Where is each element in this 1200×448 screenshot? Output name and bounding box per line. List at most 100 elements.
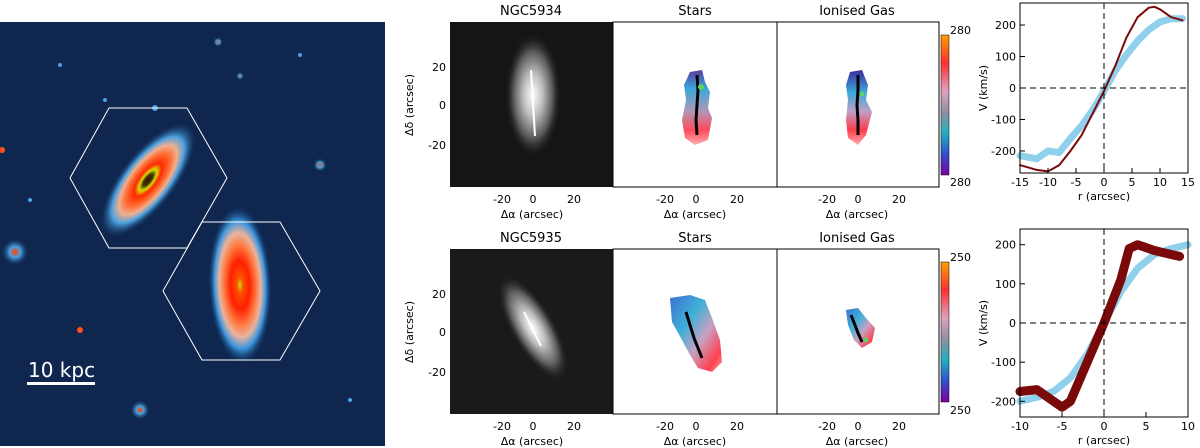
colorbar-1-bottom-label: 280: [950, 176, 971, 189]
series-0-point: [1069, 377, 1072, 379]
series-1-point: [1069, 150, 1072, 152]
gas-kinematic-axis-1: [855, 75, 860, 135]
series-0-point: [1159, 21, 1161, 23]
panel-title-stars-2: Stars: [678, 231, 712, 246]
xtick-row1-p1-20: 20: [567, 193, 581, 206]
ytick-row2-20: 20: [432, 288, 446, 301]
series-1-point: [1036, 388, 1038, 391]
ytick-label: 200: [995, 19, 1016, 32]
series-0-point: [1114, 69, 1116, 72]
series-1-point: [1170, 253, 1172, 256]
series-1-point: [1170, 16, 1172, 19]
ytick-label: 200: [995, 239, 1016, 252]
series-1-point: [1136, 16, 1139, 19]
ytick-label: -100: [991, 356, 1016, 369]
panel-title-ngc5934: NGC5934: [500, 4, 562, 19]
series-1-line: [1015, 240, 1185, 412]
series-1-point: [1128, 247, 1130, 250]
ytick-row2-0: 0: [439, 326, 446, 339]
hexagon-ngc5935: [162, 221, 321, 361]
panel-title-gas-2: Ionised Gas: [819, 231, 895, 246]
xaxis-label: r (arcsec): [1078, 434, 1130, 447]
series-1-point: [1086, 361, 1088, 364]
xtick-row2-p2-neg20: -20: [656, 420, 674, 433]
scale-bar: [27, 382, 95, 385]
xtick-label: 5: [1143, 420, 1150, 433]
yaxis-label: V (km/s): [977, 65, 990, 111]
colorbar-2-bottom-label: 250: [950, 404, 971, 417]
xtick-row2-p3-0: 0: [855, 420, 862, 433]
ytick-label: 100: [995, 51, 1016, 64]
series-1-point: [1153, 249, 1156, 252]
series-1-point: [1052, 400, 1055, 403]
xtick-label: 0: [1101, 420, 1108, 433]
xaxis-label-row1-p3: Δα (arcsec): [826, 208, 888, 221]
series-0-point: [1136, 267, 1139, 270]
ytick-label: -200: [991, 145, 1016, 158]
xtick-row1-p2-neg20: -20: [656, 193, 674, 206]
series-0-point: [1069, 137, 1072, 140]
series-0-point: [1047, 150, 1049, 152]
xtick-row2-p3-neg20: -20: [818, 420, 836, 433]
yaxis-label-row1: Δδ (arcsec): [403, 74, 416, 136]
yaxis-label-row2: Δδ (arcsec): [403, 301, 416, 363]
series-1-point: [1136, 243, 1139, 246]
series-0-point: [1170, 247, 1172, 250]
xtick-row2-p2-0: 0: [693, 420, 700, 433]
stars-velocity-map-2: [670, 295, 722, 372]
xaxis-label: r (arcsec): [1078, 190, 1130, 203]
xtick-label: -5: [1057, 420, 1068, 433]
galaxy-pair-image: 10 kpc: [0, 22, 385, 446]
series-1-point: [1080, 134, 1083, 136]
ytick-row1-neg20: -20: [428, 139, 446, 152]
stars-kinematic-axis-1: [694, 74, 700, 136]
ytick-label: 0: [1009, 317, 1016, 330]
series-1-point: [1058, 164, 1060, 166]
series-1-point: [1181, 19, 1184, 22]
row-ngc5934: NGC5934 Stars Ionised Gas 280 280 Δδ (ar…: [403, 4, 971, 221]
xaxis-label-row1-p1: Δα (arcsec): [501, 208, 563, 221]
series-1-point: [1120, 279, 1122, 281]
ytick-row2-neg20: -20: [428, 366, 446, 379]
xtick-label: -15: [1011, 176, 1029, 189]
xtick-label: -10: [1039, 176, 1057, 189]
series-0-point: [1181, 17, 1184, 20]
gas-kinematic-axis-2: [849, 314, 864, 343]
series-1-point: [1103, 90, 1105, 92]
xtick-row1-p2-20: 20: [730, 193, 744, 206]
series-1-point: [1159, 8, 1161, 11]
galaxy-ngc5935-image: [207, 205, 273, 365]
xtick-label: 0: [1101, 176, 1108, 189]
stars-kinematic-axis-2: [684, 311, 704, 359]
xtick-row1-p3-20: 20: [892, 193, 906, 206]
series-1-point: [1148, 6, 1150, 9]
ytick-label: 100: [995, 278, 1016, 291]
xtick-row1-p3-neg20: -20: [818, 193, 836, 206]
panel-title-gas-1: Ionised Gas: [819, 4, 895, 19]
xaxis-label-row1-p2: Δα (arcsec): [664, 208, 726, 221]
series-0-point: [1052, 390, 1055, 393]
series-1-point: [1114, 65, 1116, 67]
series-0-point: [1125, 54, 1128, 56]
xtick-label: 15: [1181, 176, 1195, 189]
colorbar-1-top-label: 280: [950, 24, 971, 37]
xtick-label: 10: [1181, 420, 1195, 433]
ytick-row1-0: 0: [439, 99, 446, 112]
series-1-point: [1153, 6, 1156, 8]
series-1-point: [1178, 255, 1181, 258]
xtick-row2-p1-20: 20: [567, 420, 581, 433]
panel-title-stars-1: Stars: [678, 4, 712, 19]
series-1-point: [1061, 406, 1063, 409]
ytick-row1-20: 20: [432, 61, 446, 74]
xtick-label: 10: [1153, 176, 1167, 189]
xaxis-label-row2-p1: Δα (arcsec): [501, 435, 563, 448]
series-0-point: [1136, 40, 1139, 42]
xtick-label: -10: [1011, 420, 1029, 433]
series-1-point: [1125, 36, 1128, 39]
colorbar-1: [940, 34, 950, 176]
series-1-point: [1092, 112, 1094, 114]
xtick-row2-p2-20: 20: [730, 420, 744, 433]
series-1-point: [1069, 400, 1072, 403]
scale-bar-label: 10 kpc: [28, 358, 95, 382]
series-0-point: [1058, 151, 1060, 154]
